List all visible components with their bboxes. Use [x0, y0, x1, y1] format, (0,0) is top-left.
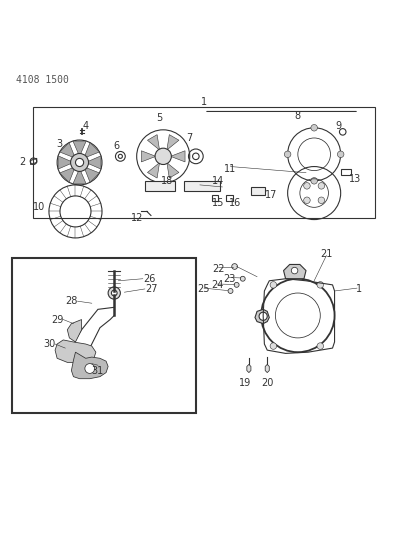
Circle shape	[259, 312, 267, 320]
Circle shape	[318, 197, 325, 204]
Polygon shape	[73, 168, 86, 184]
Text: 19: 19	[239, 378, 251, 388]
Text: 10: 10	[33, 203, 45, 212]
Text: 8: 8	[295, 110, 301, 120]
Circle shape	[75, 158, 84, 166]
Text: 24: 24	[211, 280, 224, 290]
Text: 17: 17	[265, 190, 277, 200]
Circle shape	[304, 183, 310, 189]
Text: 15: 15	[212, 198, 224, 208]
Text: 28: 28	[65, 296, 78, 306]
Text: 31: 31	[92, 367, 104, 376]
Circle shape	[311, 177, 317, 184]
Text: 13: 13	[349, 174, 361, 184]
Text: 1: 1	[356, 284, 362, 294]
Text: 4: 4	[82, 121, 89, 131]
Bar	[184, 181, 220, 191]
Text: 30: 30	[43, 339, 55, 349]
Circle shape	[291, 268, 298, 274]
Circle shape	[240, 276, 245, 281]
Circle shape	[311, 125, 317, 131]
Text: 2: 2	[19, 157, 26, 167]
Polygon shape	[147, 163, 160, 178]
Circle shape	[318, 183, 325, 189]
Polygon shape	[265, 365, 269, 373]
Bar	[12, 259, 196, 414]
Circle shape	[111, 290, 117, 296]
Text: 26: 26	[143, 274, 155, 284]
Text: 11: 11	[224, 164, 237, 174]
Circle shape	[284, 151, 291, 158]
Bar	[341, 168, 351, 175]
Polygon shape	[84, 143, 100, 158]
Polygon shape	[86, 156, 101, 169]
Polygon shape	[284, 264, 306, 279]
Bar	[226, 195, 233, 201]
Text: 14: 14	[212, 176, 224, 186]
Text: 23: 23	[223, 274, 235, 284]
Text: 3: 3	[56, 139, 62, 149]
Text: 22: 22	[212, 263, 224, 273]
Circle shape	[337, 151, 344, 158]
Text: 5: 5	[156, 112, 162, 123]
Polygon shape	[247, 365, 251, 373]
Polygon shape	[67, 320, 82, 342]
Circle shape	[232, 264, 237, 269]
Text: 29: 29	[51, 314, 63, 325]
Text: 6: 6	[113, 141, 120, 151]
Text: 4108 1500: 4108 1500	[16, 75, 69, 85]
Circle shape	[85, 364, 95, 374]
Text: 9: 9	[335, 121, 342, 131]
Bar	[251, 187, 265, 195]
Circle shape	[270, 281, 277, 288]
Circle shape	[304, 197, 310, 204]
Polygon shape	[55, 340, 96, 362]
Bar	[145, 181, 175, 191]
Polygon shape	[141, 151, 156, 162]
Polygon shape	[147, 135, 160, 150]
Bar	[33, 107, 375, 217]
Polygon shape	[58, 156, 73, 169]
Text: 25: 25	[198, 284, 210, 294]
Circle shape	[228, 288, 233, 294]
Polygon shape	[255, 309, 269, 324]
Polygon shape	[60, 167, 75, 182]
Polygon shape	[167, 163, 179, 178]
Polygon shape	[84, 167, 100, 182]
Circle shape	[71, 154, 89, 172]
Text: 16: 16	[228, 198, 241, 208]
Text: 20: 20	[261, 378, 273, 388]
Polygon shape	[171, 151, 185, 162]
Circle shape	[155, 148, 171, 165]
Polygon shape	[167, 135, 179, 150]
Text: 7: 7	[186, 133, 193, 143]
Text: 18: 18	[161, 176, 173, 186]
Circle shape	[317, 281, 324, 288]
Circle shape	[108, 287, 120, 299]
Polygon shape	[73, 141, 86, 156]
Text: 21: 21	[320, 249, 333, 259]
Polygon shape	[71, 352, 108, 379]
Text: 27: 27	[145, 284, 157, 294]
Bar	[212, 195, 218, 201]
Circle shape	[270, 343, 277, 349]
Text: 12: 12	[131, 213, 143, 223]
Text: 1: 1	[201, 96, 207, 107]
Circle shape	[234, 282, 239, 287]
Polygon shape	[60, 143, 75, 158]
Circle shape	[317, 343, 324, 349]
